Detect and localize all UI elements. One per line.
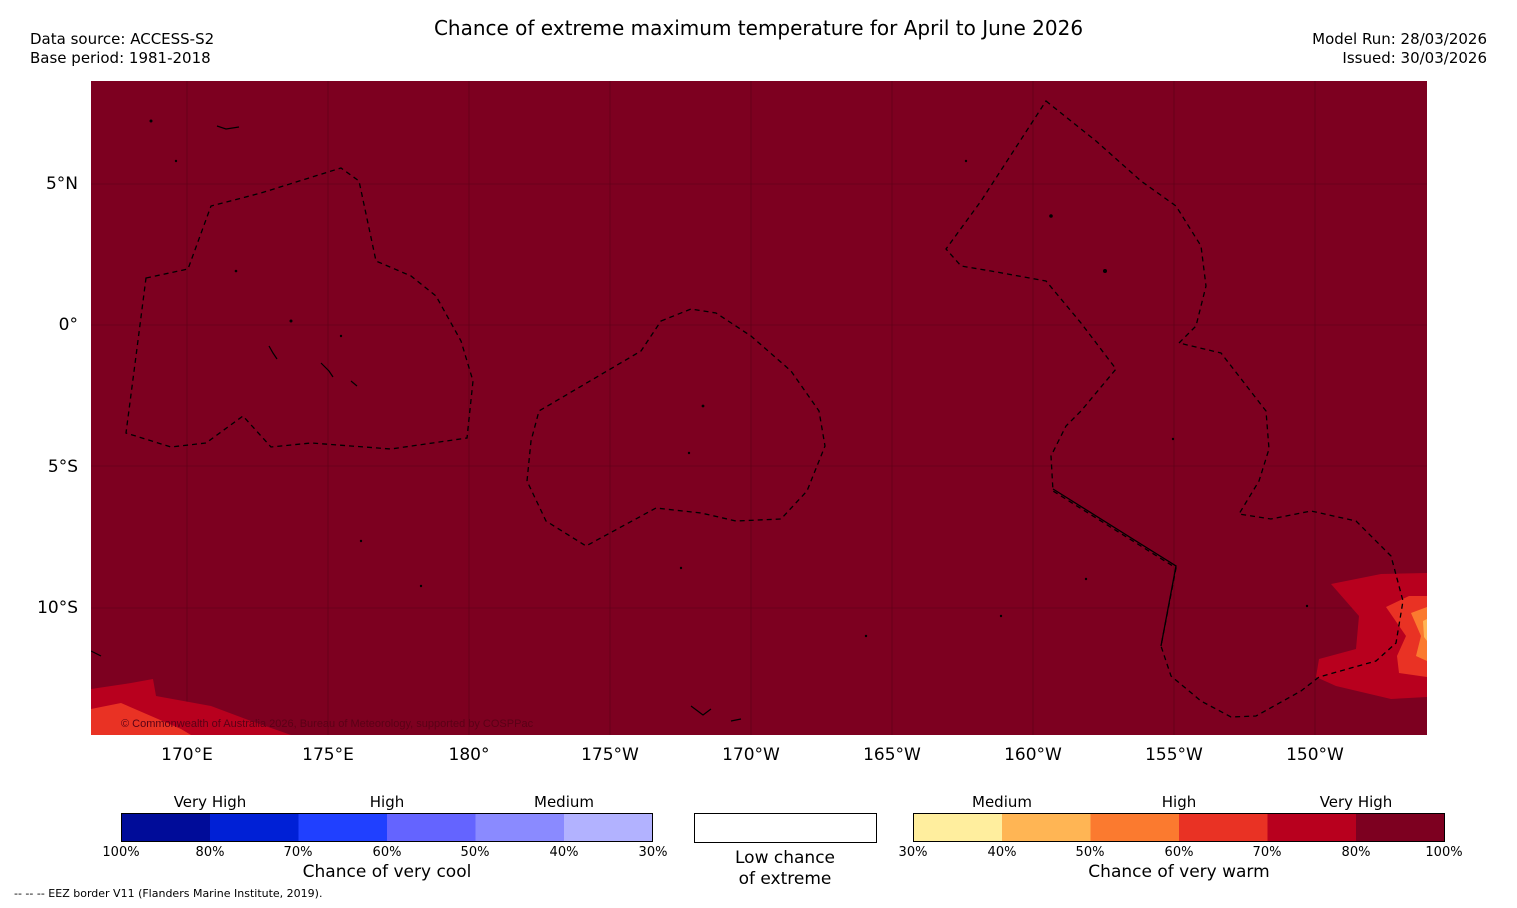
eez-line-islands bbox=[945, 100, 1404, 718]
run-info: Model Run: 28/03/2026 Issued: 30/03/2026 bbox=[1312, 30, 1487, 68]
cool-tick-80: 80% bbox=[195, 845, 225, 860]
eez-kiribati-gilbert bbox=[125, 167, 474, 450]
warm-tick-60: 60% bbox=[1164, 845, 1194, 860]
warm-tick-70: 70% bbox=[1252, 845, 1282, 860]
base-period-text: Base period: 1981-2018 bbox=[30, 49, 211, 67]
neutral-caption-line1: Low chance bbox=[735, 848, 835, 868]
map-gridlines bbox=[91, 81, 1427, 735]
region-medium-se bbox=[1423, 619, 1427, 641]
warm-category-very-high: Very High bbox=[1319, 793, 1393, 811]
island-dots bbox=[149, 119, 1309, 638]
islands bbox=[91, 125, 742, 722]
data-source-info: Data source: ACCESS-S2 Base period: 1981… bbox=[30, 30, 214, 68]
lon-label-170w: 170°W bbox=[722, 745, 780, 765]
cool-swatch-3 bbox=[298, 813, 387, 842]
warm-tick-80: 80% bbox=[1341, 845, 1371, 860]
warm-swatch-6 bbox=[1356, 813, 1445, 842]
region-high-sw bbox=[91, 703, 191, 735]
warm-swatch-4 bbox=[1179, 813, 1268, 842]
eez-borders bbox=[125, 100, 1404, 718]
boundary-solid bbox=[1052, 488, 1177, 647]
cool-tick-100: 100% bbox=[102, 845, 140, 860]
eez-phoenix bbox=[526, 308, 826, 547]
warm-category-medium: Medium bbox=[972, 793, 1032, 811]
cool-tick-30: 30% bbox=[638, 845, 668, 860]
warm-category-high: High bbox=[1161, 793, 1197, 811]
forecast-map: © Commonwealth of Australia 2026, Bureau… bbox=[91, 81, 1427, 735]
cool-tick-40: 40% bbox=[549, 845, 579, 860]
lon-label-150w: 150°W bbox=[1286, 745, 1344, 765]
warm-colorbar bbox=[913, 813, 1445, 842]
lon-label-175e: 175°E bbox=[302, 745, 354, 765]
cool-caption: Chance of very cool bbox=[302, 862, 472, 882]
cool-swatch-6 bbox=[564, 813, 653, 842]
cool-swatch-5 bbox=[475, 813, 564, 842]
warm-swatch-3 bbox=[1090, 813, 1179, 842]
lat-label-0: 0° bbox=[58, 315, 78, 335]
cool-category-very-high: Very High bbox=[173, 793, 247, 811]
copyright-text: © Commonwealth of Australia 2026, Bureau… bbox=[121, 718, 534, 730]
cool-tick-50: 50% bbox=[460, 845, 490, 860]
warm-tick-40: 40% bbox=[987, 845, 1017, 860]
lon-label-155w: 155°W bbox=[1145, 745, 1203, 765]
lat-label-5n: 5°N bbox=[45, 174, 78, 194]
warm-swatch-1 bbox=[913, 813, 1002, 842]
cool-category-medium: Medium bbox=[534, 793, 594, 811]
cool-tick-60: 60% bbox=[372, 845, 402, 860]
lon-label-175w: 175°W bbox=[581, 745, 639, 765]
cool-swatch-2 bbox=[210, 813, 299, 842]
neutral-caption: Low chance of extreme bbox=[684, 848, 886, 890]
warm-tick-50: 50% bbox=[1075, 845, 1105, 860]
cool-category-high: High bbox=[369, 793, 405, 811]
page-title: Chance of extreme maximum temperature fo… bbox=[433, 16, 1084, 40]
lon-label-160w: 160°W bbox=[1004, 745, 1062, 765]
data-source-text: Data source: ACCESS-S2 bbox=[30, 30, 215, 48]
lon-label-165w: 165°W bbox=[863, 745, 921, 765]
warm-caption: Chance of very warm bbox=[1088, 862, 1270, 882]
map-background bbox=[91, 81, 1427, 735]
lat-label-10s: 10°S bbox=[37, 598, 78, 618]
cool-swatch-1 bbox=[121, 813, 210, 842]
neutral-swatch bbox=[694, 813, 877, 843]
lon-label-170e: 170°E bbox=[161, 745, 213, 765]
model-run-text: Model Run: 28/03/2026 bbox=[1312, 30, 1487, 48]
cool-colorbar bbox=[121, 813, 653, 842]
region-high1-se bbox=[1411, 607, 1427, 661]
issued-text: Issued: 30/03/2026 bbox=[1342, 49, 1487, 67]
cool-swatch-4 bbox=[387, 813, 476, 842]
warm-tick-30: 30% bbox=[898, 845, 928, 860]
eez-footnote: -- -- -- EEZ border V11 (Flanders Marine… bbox=[14, 887, 323, 900]
lat-label-5s: 5°S bbox=[47, 457, 78, 477]
warm-swatch-5 bbox=[1267, 813, 1356, 842]
cool-tick-70: 70% bbox=[283, 845, 313, 860]
warm-swatch-2 bbox=[1002, 813, 1091, 842]
warm-tick-100: 100% bbox=[1425, 845, 1463, 860]
neutral-caption-line2: of extreme bbox=[738, 869, 832, 889]
lon-label-180: 180° bbox=[448, 745, 490, 765]
